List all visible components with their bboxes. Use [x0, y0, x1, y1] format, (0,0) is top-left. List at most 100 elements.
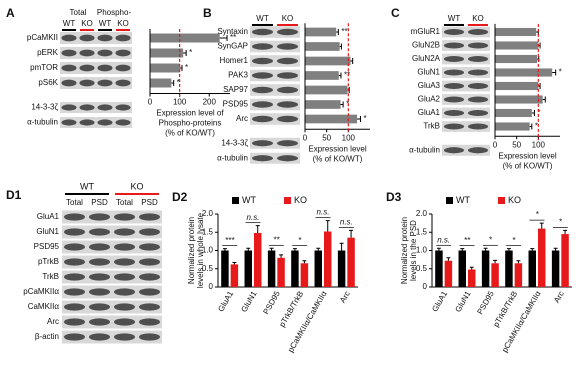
blot-strip: [62, 240, 162, 254]
x-tick-label: 0: [493, 140, 498, 149]
error-bar: [339, 43, 342, 50]
blot-band: [443, 123, 465, 130]
bar: [561, 234, 569, 287]
error-bar: [171, 80, 175, 86]
significance: *: [298, 236, 302, 245]
lane-label: KO: [282, 14, 294, 23]
error-bar: [483, 247, 488, 251]
blot-band: [443, 42, 465, 49]
x-tick-label: PSD95: [261, 289, 282, 316]
row-label: 14-3-3ζ: [31, 103, 58, 112]
row-label: GluA1: [418, 108, 441, 117]
bar: [305, 100, 341, 109]
y-tick-label: 0: [423, 282, 428, 291]
blot-strip: [250, 69, 300, 82]
legend-swatch: [232, 197, 239, 204]
blot-band: [61, 34, 77, 42]
blot-strip: [250, 26, 300, 38]
blot-band: [79, 119, 95, 126]
blot-band: [277, 43, 298, 50]
blot-band: [97, 79, 113, 87]
lane-label: WT: [63, 19, 76, 28]
x-tick-label: 50: [512, 140, 521, 149]
row-label: Homer1: [220, 56, 249, 65]
legend-swatch: [446, 197, 453, 204]
blot-band: [64, 333, 85, 341]
blot-band: [64, 318, 85, 326]
blot-band: [467, 69, 489, 76]
blot-band: [252, 155, 273, 162]
blot-band: [252, 86, 273, 94]
blot-band: [139, 288, 160, 296]
significance: **: [344, 71, 350, 80]
x-axis-label: Expression level: [308, 144, 366, 153]
blot-strip: [442, 94, 490, 105]
blot-band: [79, 49, 95, 57]
blot-band: [64, 273, 85, 281]
error-bar: [436, 247, 441, 251]
blot-strip: [62, 255, 162, 269]
bar: [150, 63, 180, 73]
row-label: α-tubulin: [217, 153, 248, 162]
bar: [495, 108, 532, 118]
blot-band: [443, 147, 465, 154]
blot-band: [89, 228, 110, 236]
blot-band: [139, 228, 160, 236]
bar: [150, 33, 220, 43]
row-label: GluN1: [417, 68, 440, 77]
lane-label: WT: [99, 19, 112, 28]
error-bar: [493, 259, 498, 264]
significance: *: [185, 63, 188, 72]
blot-band: [114, 228, 135, 236]
row-label: pS6K: [38, 78, 58, 87]
legend-label: KO: [294, 195, 307, 205]
bar: [458, 250, 466, 287]
blot-band: [467, 123, 489, 130]
blot-band: [277, 140, 298, 147]
blot-band: [115, 64, 131, 72]
blot-band: [277, 57, 298, 65]
blot-band: [64, 258, 85, 266]
panel-label: C: [391, 6, 400, 20]
blot-band: [97, 104, 113, 111]
legend-swatch: [498, 197, 505, 204]
bar: [305, 85, 348, 95]
blot-band: [277, 86, 298, 94]
blot-band: [79, 79, 95, 87]
bar: [491, 263, 499, 287]
blot-strip: [62, 315, 162, 329]
legend-label: WT: [456, 195, 470, 205]
significance: *: [189, 48, 192, 57]
blot-band: [64, 213, 85, 221]
bar: [254, 232, 262, 287]
blot-band: [79, 34, 95, 42]
significance: ***: [225, 236, 235, 245]
blot-band: [115, 104, 131, 111]
blot-band: [79, 64, 95, 72]
bar: [305, 27, 337, 37]
blot-strip: [250, 98, 300, 111]
error-bar: [357, 116, 361, 122]
blot-strip: [250, 152, 300, 164]
blot-band: [114, 288, 135, 296]
row-label: Arc: [47, 317, 59, 326]
blot-strip: [442, 40, 490, 51]
row-label: pCaMKIIα: [23, 287, 59, 296]
lane-label: KO: [472, 14, 484, 23]
significance: **: [341, 27, 347, 36]
row-label: α-tubulin: [27, 118, 58, 127]
blot-band: [61, 64, 77, 72]
x-tick-label: GluN1: [239, 289, 258, 314]
bar: [495, 27, 537, 37]
row-label: SAP97: [223, 85, 248, 94]
blot-header: Phospho-: [97, 8, 132, 17]
blot-band: [139, 318, 160, 326]
x-tick-label: 0: [148, 98, 153, 107]
row-label: PSD95: [34, 242, 60, 251]
blot-band: [114, 303, 135, 311]
blot-band: [443, 109, 465, 117]
significance: *: [489, 235, 493, 244]
error-bar: [340, 101, 344, 108]
legend-label: WT: [242, 195, 256, 205]
row-label: GluA1: [37, 212, 60, 221]
